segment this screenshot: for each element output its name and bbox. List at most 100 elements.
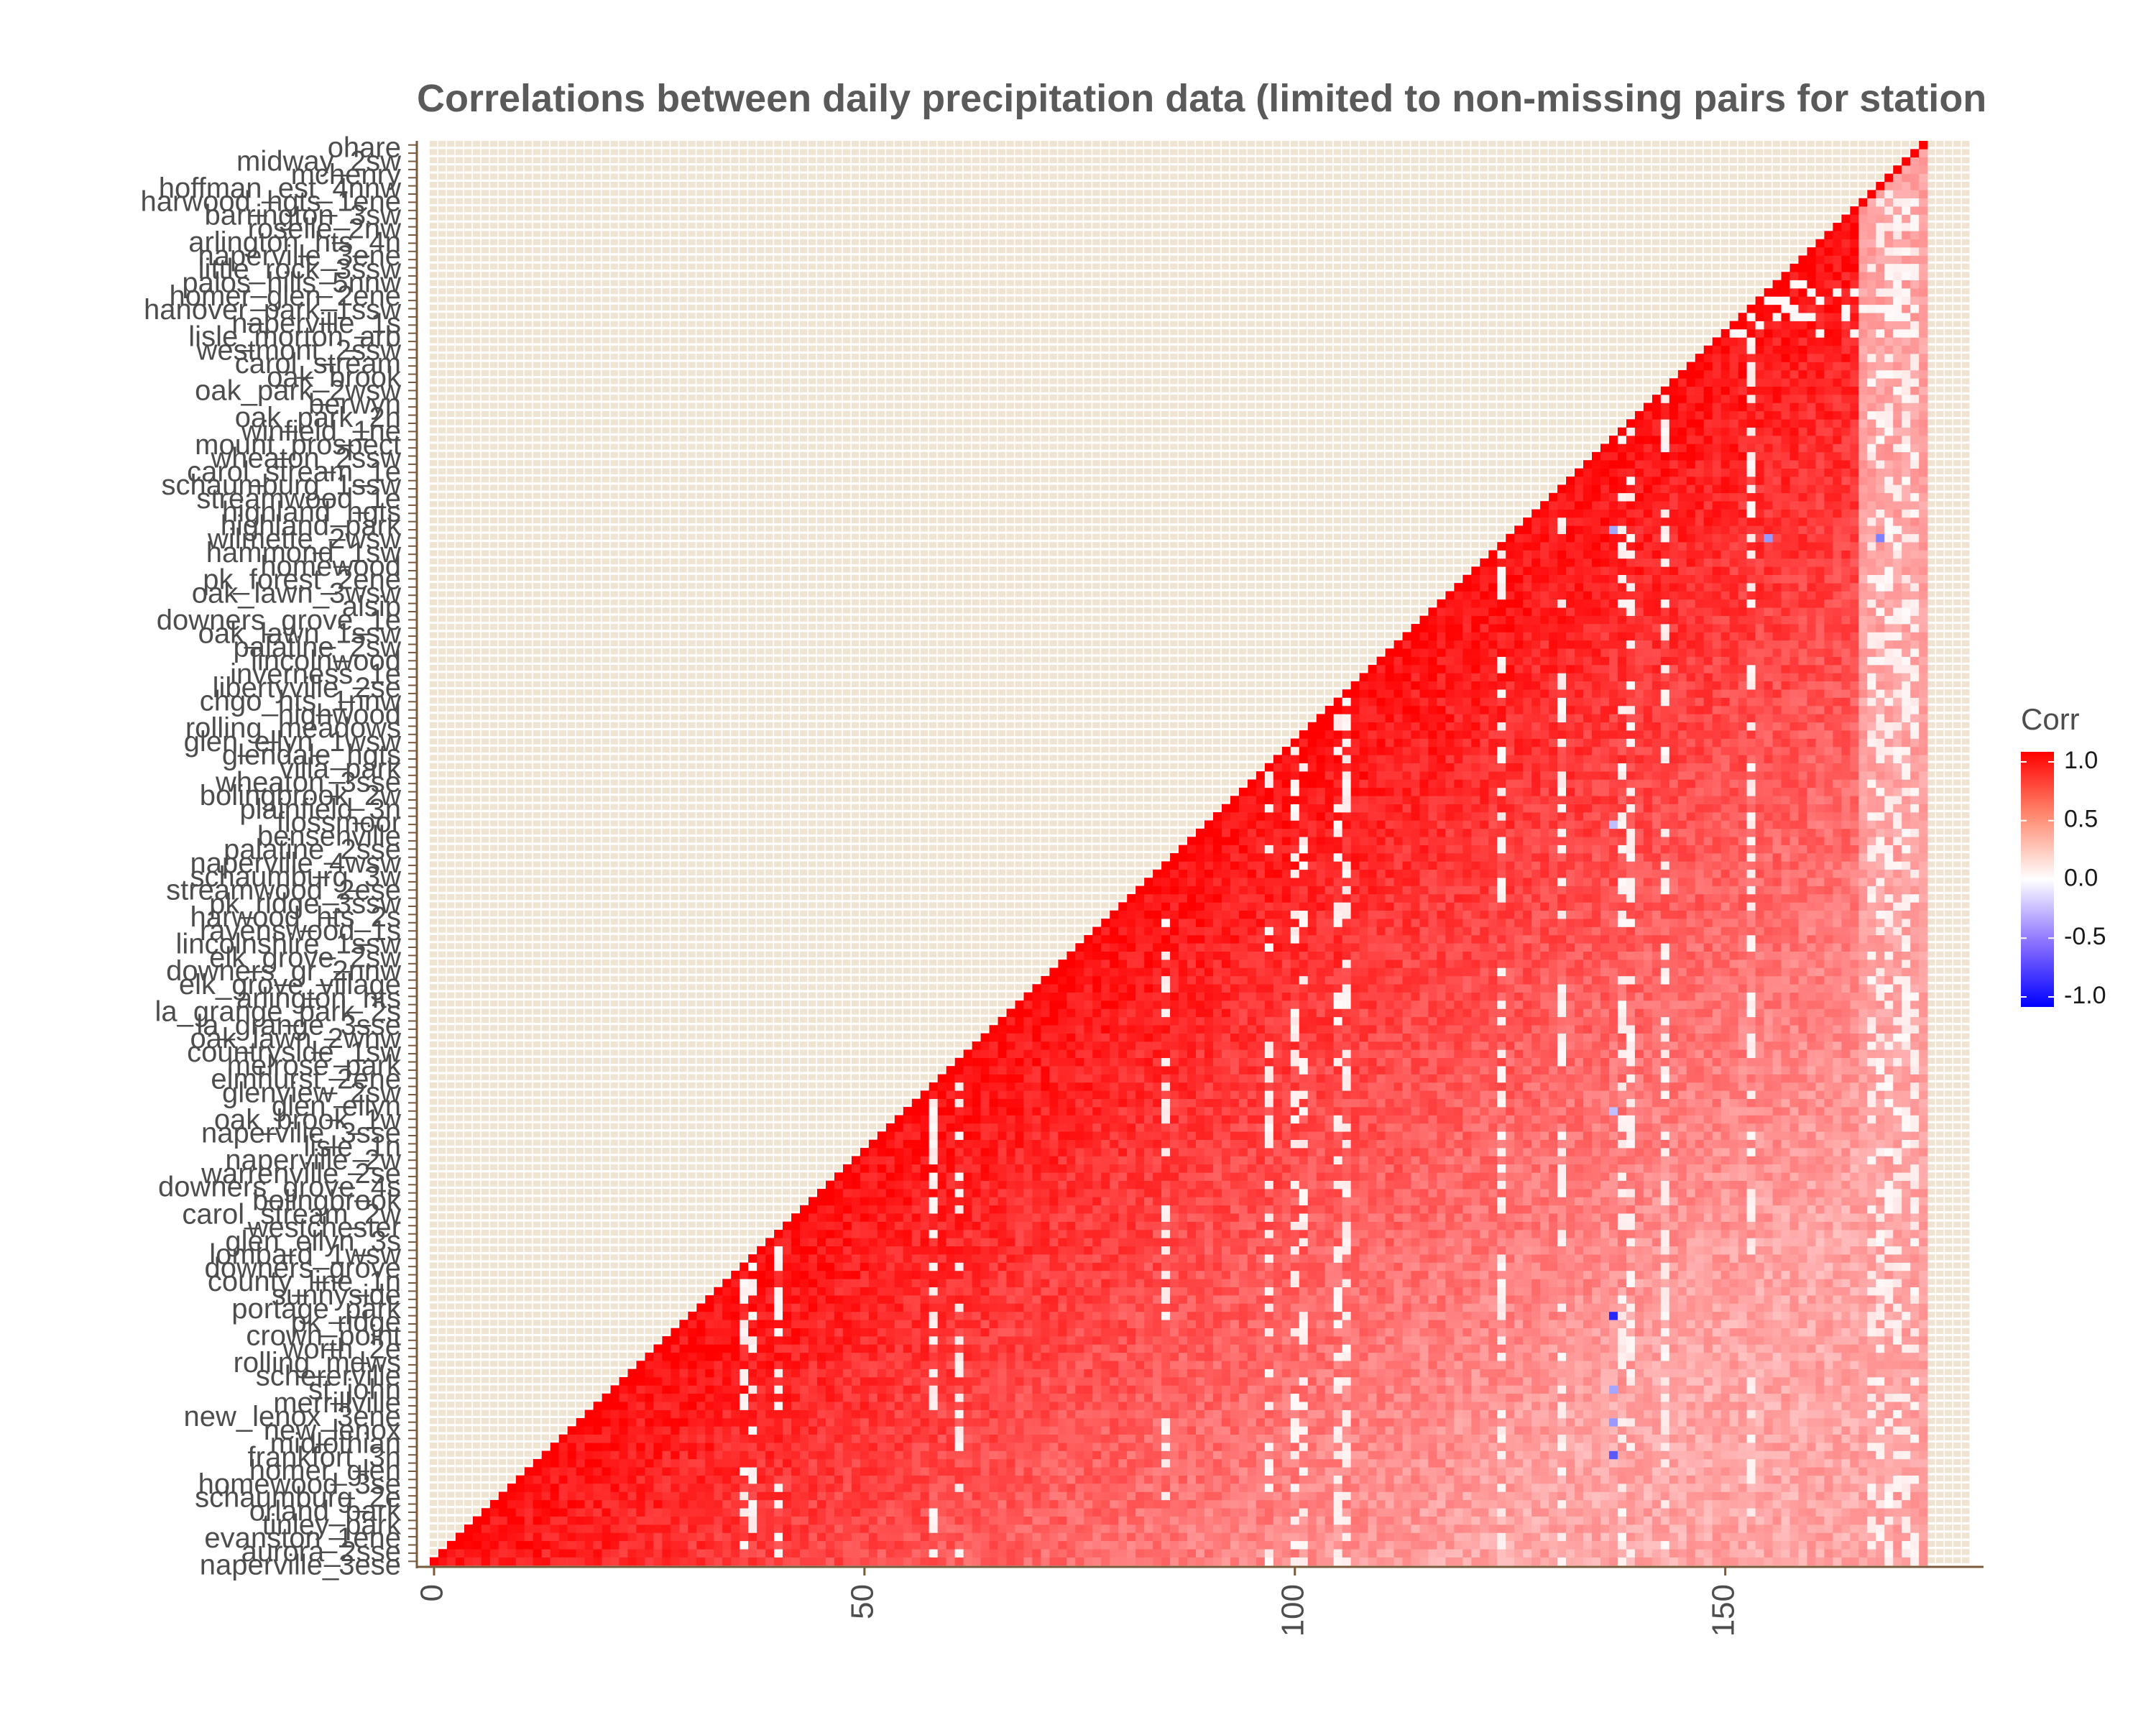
empty-cell: [851, 984, 860, 990]
empty-cell: [533, 1262, 541, 1269]
empty-cell: [446, 1123, 455, 1130]
empty-cell: [1092, 893, 1100, 901]
empty-cell: [671, 1213, 678, 1220]
empty-cell: [636, 861, 644, 868]
empty-cell: [868, 1090, 877, 1097]
empty-cell: [808, 812, 816, 819]
empty-cell: [455, 1377, 464, 1384]
empty-cell: [1962, 1557, 1970, 1563]
empty-cell: [472, 804, 481, 810]
empty-cell: [791, 1180, 799, 1187]
empty-cell: [1927, 1197, 1935, 1203]
empty-cell: [558, 1172, 567, 1179]
empty-cell: [808, 828, 816, 835]
empty-cell: [688, 1033, 696, 1039]
empty-cell: [489, 975, 498, 983]
empty-cell: [851, 1098, 860, 1105]
empty-cell: [722, 1139, 730, 1146]
empty-cell: [1953, 1197, 1961, 1203]
empty-cell: [524, 1336, 533, 1343]
empty-cell: [446, 1287, 455, 1293]
empty-cell: [851, 828, 860, 835]
empty-cell: [1927, 1164, 1935, 1171]
empty-cell: [920, 960, 929, 966]
empty-cell: [1067, 820, 1074, 827]
empty-cell: [472, 1213, 481, 1220]
empty-cell: [1945, 1033, 1953, 1039]
empty-cell: [903, 1098, 911, 1105]
empty-cell: [800, 1197, 808, 1203]
empty-cell: [558, 1189, 567, 1195]
empty-cell: [774, 1090, 782, 1097]
empty-cell: [645, 1189, 653, 1195]
empty-cell: [800, 926, 808, 933]
empty-cell: [567, 1115, 575, 1121]
empty-cell: [438, 1049, 446, 1056]
empty-cell: [851, 853, 860, 860]
empty-cell: [472, 1025, 481, 1031]
empty-cell: [438, 1336, 446, 1343]
empty-cell: [524, 1262, 533, 1269]
empty-cell: [911, 967, 920, 974]
empty-cell: [1041, 853, 1049, 860]
empty-cell: [610, 820, 618, 827]
empty-cell: [1953, 1303, 1961, 1310]
empty-cell: [834, 812, 842, 819]
empty-cell: [688, 1221, 696, 1228]
empty-cell: [705, 1123, 713, 1130]
empty-cell: [679, 804, 687, 810]
empty-cell: [593, 1098, 601, 1105]
empty-cell: [593, 1033, 601, 1039]
empty-cell: [584, 1336, 592, 1343]
empty-cell: [438, 960, 446, 966]
empty-cell: [533, 1164, 541, 1171]
empty-cell: [722, 1229, 730, 1236]
empty-cell: [885, 812, 894, 819]
empty-cell: [472, 779, 481, 786]
empty-cell: [1962, 1041, 1970, 1048]
empty-cell: [800, 1131, 808, 1138]
empty-cell: [627, 1352, 635, 1359]
empty-cell: [446, 861, 455, 868]
empty-cell: [894, 1025, 903, 1031]
empty-cell: [688, 1156, 696, 1162]
empty-cell: [800, 934, 808, 942]
empty-cell: [481, 1164, 489, 1171]
empty-cell: [610, 919, 618, 925]
empty-cell: [584, 951, 592, 957]
empty-cell: [989, 853, 997, 860]
empty-cell: [868, 820, 877, 827]
empty-cell: [963, 1008, 971, 1015]
empty-cell: [1953, 1115, 1961, 1121]
empty-cell: [550, 1262, 558, 1269]
empty-cell: [825, 984, 834, 990]
empty-cell: [894, 960, 903, 966]
empty-cell: [903, 779, 911, 786]
empty-cell: [1936, 1148, 1944, 1154]
empty-cell: [446, 1279, 455, 1285]
empty-cell: [636, 1008, 644, 1015]
empty-cell: [1945, 1262, 1953, 1269]
empty-cell: [1049, 845, 1057, 851]
empty-cell: [688, 1254, 696, 1261]
empty-cell: [438, 1458, 446, 1466]
empty-cell: [1945, 1229, 1953, 1236]
empty-cell: [636, 1320, 644, 1326]
empty-cell: [1962, 926, 1970, 933]
empty-cell: [740, 1033, 747, 1039]
empty-cell: [911, 804, 920, 810]
empty-cell: [1179, 820, 1187, 827]
empty-cell: [489, 1139, 498, 1146]
empty-cell: [696, 1213, 704, 1220]
empty-cell: [429, 1025, 438, 1031]
empty-cell: [498, 967, 507, 974]
empty-cell: [653, 1156, 661, 1162]
empty-cell: [1927, 1189, 1935, 1195]
empty-cell: [515, 902, 524, 908]
empty-cell: [464, 787, 472, 794]
empty-cell: [1067, 878, 1074, 884]
empty-cell: [1927, 878, 1935, 884]
empty-cell: [524, 910, 533, 916]
empty-cell: [481, 1213, 489, 1220]
empty-cell: [1962, 1295, 1970, 1302]
